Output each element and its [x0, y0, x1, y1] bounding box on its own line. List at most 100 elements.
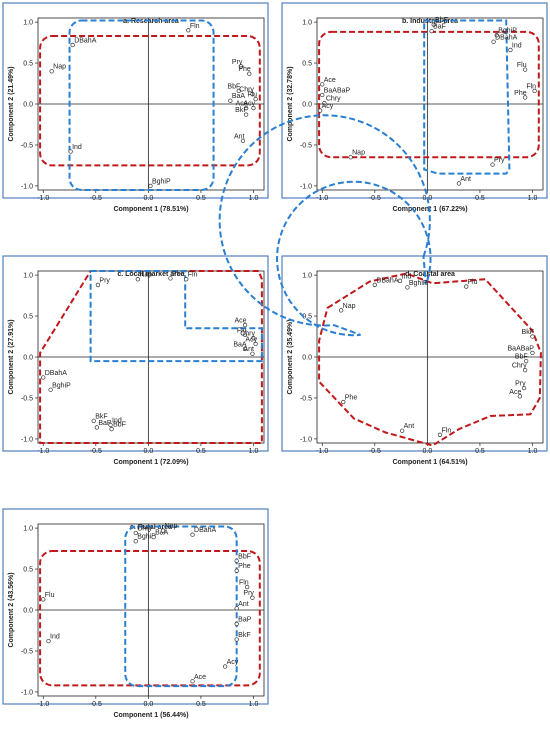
loading-point — [94, 425, 100, 430]
loading-point — [46, 638, 51, 644]
loading-point — [508, 47, 513, 53]
chart-title: d. Coastal area — [405, 271, 455, 278]
y-axis-label: Component 2 (27.91%) — [8, 319, 15, 394]
point-label: BaABaP — [508, 345, 535, 352]
point-label: Acy — [322, 103, 334, 110]
point-label: Pry — [232, 59, 243, 66]
loading-point — [245, 584, 250, 590]
loading-point — [68, 149, 73, 154]
x-tick-label: 0.5 — [196, 195, 206, 202]
loading-point — [348, 155, 353, 160]
loading-point — [135, 277, 141, 282]
loading-point — [160, 528, 166, 533]
point-label: Ind — [512, 42, 522, 49]
point-label: Chry — [239, 87, 254, 94]
loading-point — [236, 88, 241, 94]
loading-point — [190, 532, 195, 537]
y-tick-label: 1.0 — [302, 20, 312, 27]
loading-point — [242, 322, 248, 328]
point-label: Chry — [240, 331, 255, 338]
y-tick-label: -1.0 — [300, 436, 312, 443]
loading-point — [95, 282, 101, 288]
point-label: DBahA — [495, 34, 518, 41]
loading-point — [456, 181, 462, 186]
point-label: Fln — [526, 83, 536, 90]
chart-title: c. Local market area — [117, 271, 184, 278]
x-tick-label: 0.0 — [423, 448, 433, 455]
chart-panel-1: -1.0 -0.5 0.0 0.5 1.0 -1.0 -0.5 0.0 0.5 1.0 a. Res… — [2, 2, 269, 213]
y-tick-label: -1.0 — [21, 183, 33, 190]
point-label: Nap — [165, 523, 178, 530]
loading-point — [339, 308, 344, 313]
y-tick-label: 0.0 — [23, 102, 33, 109]
y-tick-label: 0.0 — [23, 355, 33, 362]
y-tick-label: 0.0 — [23, 608, 33, 615]
loading-point — [320, 82, 325, 87]
point-label: BaP — [238, 616, 252, 623]
loading-point — [253, 341, 258, 347]
point-label: Flu — [247, 92, 257, 99]
loading-point — [341, 399, 346, 405]
point-label: Pry — [243, 590, 254, 597]
point-label: Ace — [236, 101, 248, 108]
loading-point — [238, 64, 244, 69]
point-label: Pry — [494, 157, 505, 164]
loading-point — [41, 597, 46, 602]
point-label: Fln — [239, 580, 249, 587]
group-outline-blue — [89, 270, 263, 363]
y-tick-label: 1.0 — [302, 273, 312, 280]
loading-point — [251, 105, 256, 111]
loading-point — [234, 606, 239, 611]
y-tick-label: -1.0 — [21, 689, 33, 696]
point-label: Acy — [243, 101, 255, 108]
x-tick-label: 0.5 — [196, 701, 206, 708]
loading-point — [49, 69, 54, 74]
y-tick-label: 0.0 — [302, 102, 312, 109]
point-label: Fln — [188, 272, 198, 279]
chart-panel-2: -1.0 -0.5 0.0 0.5 1.0-1.0-0.50.00.51.0 b. Ind… — [281, 2, 548, 213]
point-label: Flu — [517, 62, 527, 69]
x-tick-label: 1.0 — [249, 448, 259, 455]
loading-point — [243, 105, 249, 111]
loading-point — [522, 367, 528, 373]
point-label: Flu — [45, 592, 55, 599]
loading-point — [250, 595, 255, 600]
group-outline-red — [39, 35, 261, 167]
loading-point — [168, 276, 173, 281]
point-label: BbF — [515, 354, 528, 361]
point-label: Nap — [352, 150, 365, 157]
loading-point — [437, 432, 443, 437]
x-axis-label: Component 1 (72.09%) — [113, 459, 188, 466]
point-label: Ace — [194, 674, 206, 681]
point-label: Ind — [72, 144, 82, 151]
loading-point — [250, 92, 255, 97]
point-label: BkF — [238, 632, 250, 639]
x-tick-label: 0.5 — [196, 448, 206, 455]
point-label: DBahA — [376, 277, 399, 284]
point-label: DBahA — [194, 527, 217, 534]
loading-point — [491, 39, 496, 44]
point-label: Ant — [243, 346, 254, 353]
x-axis-label: Component 1 (56.44%) — [113, 712, 188, 719]
point-label: BbF — [227, 83, 240, 90]
x-tick-label: 1.0 — [528, 195, 538, 202]
loading-point — [464, 284, 469, 289]
loading-point — [530, 334, 535, 339]
loading-point — [318, 108, 323, 113]
loading-point — [247, 71, 252, 76]
point-label: BaA — [155, 530, 169, 537]
point-label: Flu — [237, 327, 247, 334]
x-tick-label: -1.0 — [316, 448, 328, 455]
x-tick-label: 0.0 — [144, 195, 154, 202]
point-label: Acy — [245, 336, 257, 343]
loading-point — [234, 568, 239, 573]
point-label: Phe — [345, 395, 358, 402]
chart-title: e. Rural area — [130, 524, 172, 531]
loading-point — [522, 95, 528, 100]
group-outline-blue — [423, 19, 511, 175]
point-label: BghiP — [498, 28, 517, 35]
loading-point — [222, 664, 228, 669]
loading-point — [521, 385, 527, 391]
loading-point — [91, 418, 96, 424]
loading-point — [151, 534, 156, 540]
